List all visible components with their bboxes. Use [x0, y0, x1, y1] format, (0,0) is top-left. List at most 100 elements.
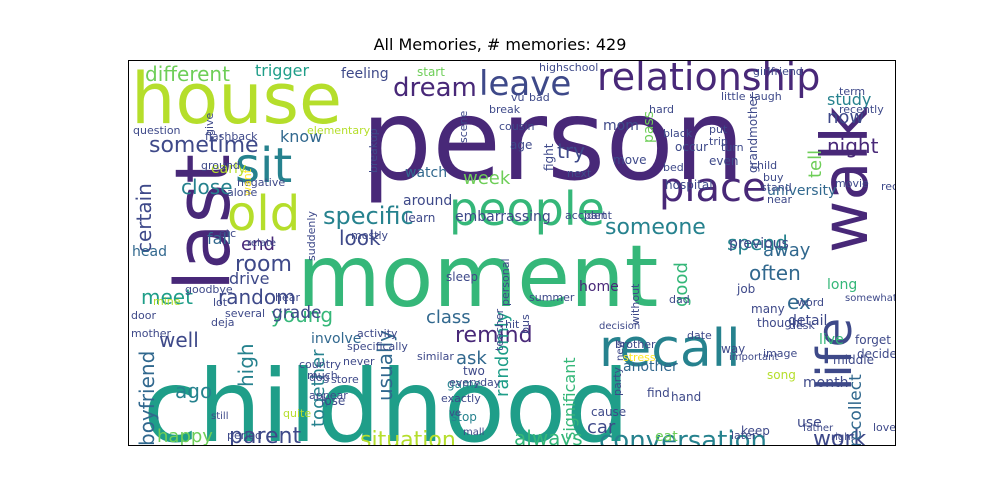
word-break: break: [489, 103, 521, 116]
word-summer: summer: [529, 291, 575, 304]
word-brother: brother: [615, 338, 656, 351]
word-ex: ex: [787, 290, 811, 314]
word-much: much: [307, 369, 338, 382]
word-even: even: [709, 154, 738, 168]
word-decide: decide: [857, 347, 896, 361]
word-date: date: [687, 329, 712, 342]
word-turn: turn: [721, 141, 744, 154]
word-accident: accident: [565, 209, 613, 222]
word-situation: situation: [360, 428, 456, 446]
word-last: last: [158, 154, 247, 291]
word-conversation: conversation: [599, 426, 767, 446]
word-leave: leave: [479, 64, 571, 104]
word-young: young: [271, 303, 333, 327]
word-together: together: [308, 349, 329, 427]
word-cause: cause: [591, 405, 626, 419]
word-several: several: [225, 307, 265, 320]
word-quite: quite: [283, 407, 311, 420]
word-give: give: [203, 112, 216, 136]
word-country: country: [299, 358, 342, 371]
word-bad: bad: [529, 91, 550, 104]
word-bus: bus: [519, 314, 532, 334]
word-near: near: [767, 193, 792, 206]
word-exactly: exactly: [441, 392, 481, 405]
word-pass: pass: [641, 111, 657, 143]
word-always: always: [514, 426, 583, 446]
word-someone: someone: [605, 215, 706, 240]
word-hand: hand: [671, 390, 701, 404]
word-somewhat: somewhat: [845, 293, 896, 304]
word-laugh: laugh: [751, 90, 782, 103]
word-another: another: [623, 359, 678, 375]
word-dog: dog: [309, 371, 330, 384]
word-black: black: [663, 127, 693, 140]
word-study: study: [827, 90, 871, 109]
word-age: age: [510, 138, 532, 152]
word-month: month: [803, 375, 848, 391]
word-party: party: [611, 366, 624, 396]
word-try: try: [557, 139, 585, 163]
word-long: long: [827, 277, 857, 293]
word-start: start: [417, 65, 445, 79]
word-stop: stop: [451, 410, 477, 424]
word-random: random: [218, 285, 296, 309]
word-similar: similar: [417, 350, 454, 363]
word-class: class: [426, 307, 471, 328]
word-occur: occur: [675, 140, 708, 154]
word-hear: hear: [275, 291, 300, 304]
word-game: game: [447, 377, 481, 391]
word-fall: fall: [207, 229, 231, 248]
word-desk: desk: [789, 319, 815, 332]
word-period: period: [227, 429, 262, 442]
word-meet: meet: [141, 285, 193, 309]
word-put: put: [709, 123, 728, 136]
word-mother: mother: [131, 327, 171, 340]
word-without: without: [629, 283, 642, 325]
word-close: close: [181, 175, 233, 199]
word-suddenly: suddenly: [305, 211, 318, 261]
word-decision: decision: [599, 321, 640, 332]
word-now: now: [827, 107, 864, 128]
word-two: two: [463, 364, 485, 378]
word-elementary: elementary: [307, 124, 371, 137]
word-mine: mine: [153, 295, 181, 308]
word-recently: recently: [839, 103, 884, 116]
word-vu: vu: [511, 91, 524, 104]
word-grandmother: grandmother: [746, 94, 760, 173]
word-usually: usually: [373, 330, 397, 401]
word-embarrassing: embarrassing: [455, 209, 551, 225]
word-thought: thought: [757, 316, 804, 330]
word-child: child: [751, 159, 777, 172]
word-certain: certain: [132, 183, 156, 253]
word-parent: parent: [229, 424, 301, 446]
word-university: university: [767, 183, 836, 199]
word-moment: moment: [297, 227, 658, 327]
word-room: room: [235, 252, 292, 277]
word-ask: ask: [456, 348, 487, 369]
word-sit: sit: [235, 138, 292, 194]
word-drive: drive: [229, 269, 270, 288]
word-recurrent: recurrent: [881, 180, 896, 193]
word-important: important: [729, 352, 778, 363]
word-door: door: [131, 309, 156, 322]
word-live: live: [819, 332, 844, 348]
word-image: image: [763, 347, 797, 360]
word-cloud-canvas: person moment childhood house last walk sit rec…: [131, 61, 896, 446]
word-mom: mom: [603, 118, 639, 134]
word-recall: recall: [599, 319, 741, 379]
word-sleep: sleep: [446, 270, 478, 284]
word-next: next: [567, 167, 592, 180]
word-grade: grade: [272, 303, 321, 323]
word-job: job: [736, 282, 755, 296]
word-mostly: mostly: [351, 229, 389, 242]
word-life: life: [807, 318, 863, 391]
word-forget: forget: [855, 333, 891, 347]
word-question: question: [133, 124, 181, 137]
word-know: know: [280, 127, 322, 146]
word-house: house: [131, 61, 342, 140]
word-walk: walk: [809, 107, 883, 253]
word-dad: dad: [669, 293, 690, 306]
word-teacher: teacher: [493, 308, 506, 351]
word-old: old: [227, 186, 300, 242]
word-store: store: [331, 373, 359, 386]
